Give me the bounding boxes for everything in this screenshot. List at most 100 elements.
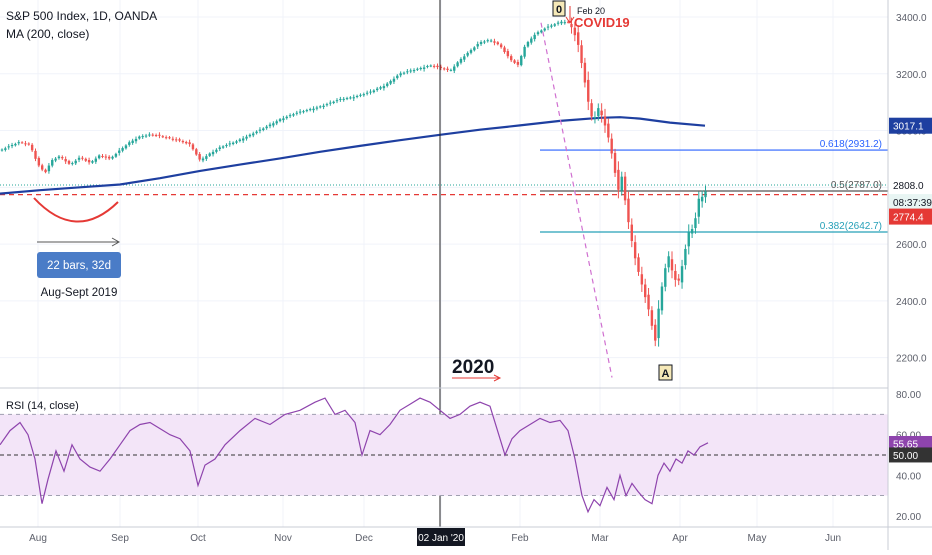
candle-body [124, 145, 128, 149]
candle-body [151, 134, 154, 136]
feb20-label: Feb 20 [577, 6, 605, 16]
marker-a-label: A [662, 368, 670, 380]
candle-body [476, 44, 479, 47]
candle-body [386, 83, 389, 86]
candle-body [74, 160, 77, 164]
candle-body [510, 56, 513, 61]
time-tick: Sep [111, 533, 129, 544]
candle-body [298, 111, 302, 113]
ma-price-tag: 3017.1 [893, 122, 924, 133]
candle-body [513, 60, 516, 63]
candle-body [610, 138, 613, 154]
line-price-tag-box [889, 208, 932, 225]
fib-label: 0.5(2787.0) [831, 180, 882, 191]
time-tick: Nov [274, 533, 292, 544]
last-price-tag: 2808.0 [893, 181, 924, 192]
candle-body [144, 135, 148, 137]
candle-body [489, 40, 493, 42]
ma-200-line [0, 116, 706, 195]
candle-body [660, 286, 664, 311]
candle-body [191, 144, 195, 150]
rsi-series [0, 397, 709, 514]
candle-body [37, 158, 41, 166]
candle-body [412, 70, 416, 72]
candle-body [473, 47, 476, 51]
candle-body [664, 268, 667, 287]
time-tick: Jun [825, 533, 841, 544]
candle-body [164, 137, 168, 139]
candle-body [650, 310, 654, 326]
rsi-tick: 40.00 [896, 471, 921, 482]
candle-body [248, 134, 252, 137]
candle-body [305, 110, 309, 112]
candle-body [158, 134, 161, 136]
candle-body [198, 154, 201, 160]
time-axis[interactable]: Aug Sep Oct Nov Dec 02 Jan '20 Feb Mar Apr May Jun [29, 528, 841, 546]
bars-label: 22 bars, 32d [47, 260, 111, 272]
ma-200-series [0, 116, 706, 195]
candle-body [104, 156, 108, 158]
rsi-mid-tag: 50.00 [893, 451, 918, 462]
candle-body [67, 160, 71, 164]
candle-body [352, 97, 355, 99]
candle-body [221, 146, 225, 148]
candle-body [242, 138, 245, 141]
candle-body [87, 159, 91, 163]
pink-trendline [540, 22, 613, 378]
candle-body [396, 75, 399, 79]
candle-body [459, 58, 463, 63]
candle-body [171, 138, 175, 140]
candle-body [268, 124, 272, 127]
candle-body [463, 56, 466, 60]
candle-body [493, 41, 496, 43]
candle-body [258, 129, 262, 131]
candle-body [486, 40, 489, 42]
price-axis[interactable]: 2200.02400.02600.02800.03000.03200.03400… [889, 13, 932, 523]
candle-body [201, 158, 205, 161]
candle-body [114, 153, 118, 157]
candle-body [14, 143, 17, 146]
candle-body [215, 149, 218, 152]
candle-body [456, 62, 459, 67]
candle-body [7, 146, 10, 148]
candle-body [684, 248, 687, 266]
candle-body [603, 116, 607, 126]
countdown-tag: 08:37:39 [893, 198, 932, 209]
candle-body [91, 161, 94, 163]
candle-body [178, 139, 181, 141]
candle-body [680, 266, 684, 283]
candle-body [111, 156, 114, 159]
candle-body [479, 42, 483, 45]
candle-body [670, 259, 674, 271]
time-tick: Feb [511, 533, 529, 544]
year-arrow-head [493, 374, 502, 382]
candle-body [627, 198, 630, 223]
candle-body [556, 22, 560, 24]
candle-body [302, 111, 305, 113]
rsi-tick: 80.00 [896, 390, 921, 401]
candle-body [81, 157, 84, 159]
candle-body [292, 114, 295, 116]
candle-body [690, 229, 694, 234]
candle-body [47, 165, 51, 172]
candle-body [188, 142, 191, 145]
candle-body [252, 133, 255, 136]
candle-body [24, 143, 27, 145]
candle-body [108, 156, 111, 159]
candle-body [580, 45, 583, 64]
candle-body [439, 66, 443, 69]
candle-body [553, 24, 556, 26]
candle-body [674, 270, 677, 280]
candle-body [339, 98, 342, 100]
candle-body [382, 86, 386, 89]
covid-label: COVID19 [574, 15, 630, 30]
candle-body [44, 169, 47, 173]
bars-box [37, 252, 121, 278]
candle-body [30, 144, 34, 151]
candle-body [141, 136, 144, 138]
candle-body [329, 102, 332, 104]
red-arc [33, 197, 119, 223]
covid-arrow-head [565, 16, 575, 24]
